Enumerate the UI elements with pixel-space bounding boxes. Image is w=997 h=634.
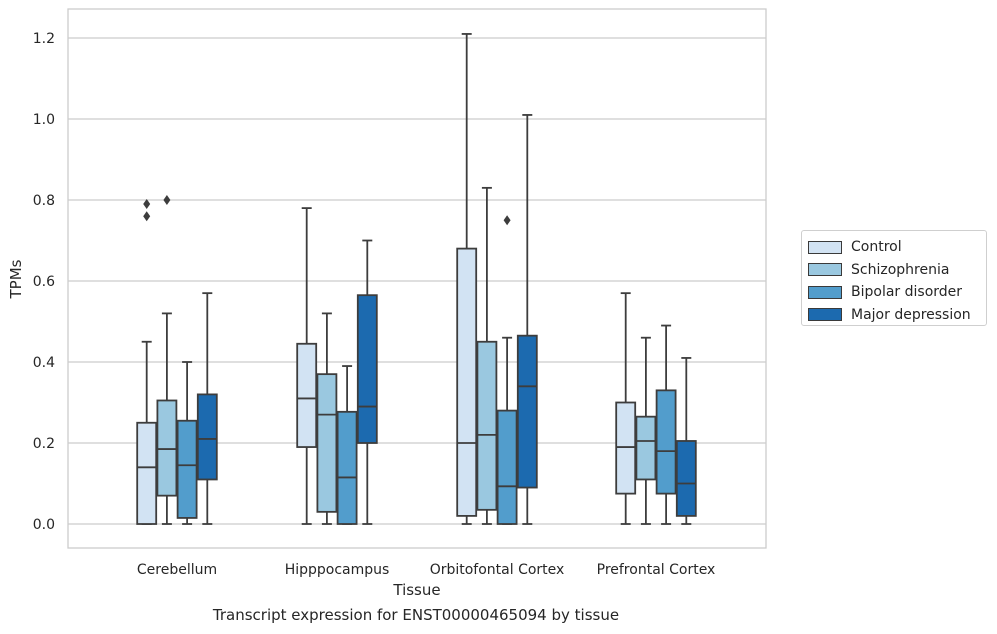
series-control [136, 33, 637, 525]
x-tick-label: Orbitofontal Cortex [430, 562, 565, 578]
box [136, 199, 158, 525]
box-iqr [296, 342, 318, 448]
box [615, 292, 637, 525]
y-tick-label: 0.0 [33, 517, 55, 533]
box-iqr [356, 294, 378, 444]
box-iqr [176, 419, 198, 519]
legend-item: Control [808, 236, 986, 259]
series-bipolar-disorder [176, 215, 677, 525]
x-tick-labels: Cerebellum Hipppocampus Orbitofontal Corte… [137, 562, 715, 578]
legend-label: Bipolar disorder [851, 284, 963, 301]
legend-swatch [808, 263, 842, 277]
box [156, 195, 178, 525]
box-iqr [675, 440, 697, 517]
box [316, 312, 338, 525]
box-iqr [156, 399, 178, 497]
box [655, 324, 677, 525]
y-tick-label: 0.8 [33, 193, 55, 209]
x-tick-label: Prefrontal Cortex [597, 562, 716, 578]
box-iqr [456, 247, 478, 517]
legend-item: Major depression [808, 304, 986, 327]
series-schizophrenia [156, 186, 657, 525]
outlier-point [143, 199, 151, 210]
chart-caption: Transcript expression for ENST0000046509… [212, 606, 620, 624]
box-iqr [336, 410, 358, 525]
y-tick-label: 0.2 [33, 436, 55, 452]
box [675, 357, 697, 525]
box-iqr [136, 421, 158, 525]
legend-swatch [808, 308, 842, 322]
box [176, 361, 198, 525]
y-tick-label: 0.6 [33, 274, 55, 290]
box [476, 186, 498, 525]
legend-swatch [808, 285, 842, 299]
y-tick-label: 1.0 [33, 112, 55, 128]
box [296, 207, 318, 525]
x-tick-label: Hipppocampus [285, 562, 390, 578]
box-series [136, 33, 697, 525]
legend-item: Schizophrenia [808, 259, 986, 282]
box-iqr [476, 340, 498, 511]
box [456, 33, 478, 525]
box-iqr [316, 373, 338, 513]
box [196, 292, 218, 525]
x-tick-label: Cerebellum [137, 562, 217, 578]
box-plot-chart: 0.0 0.2 0.4 0.6 0.8 1.0 1.2 Cerebellum Hipppoca… [7, 8, 767, 599]
legend-label: Major depression [851, 306, 971, 323]
outlier-point [503, 215, 511, 226]
x-axis-label: Tissue [392, 581, 440, 599]
legend-item: Bipolar disorder [808, 281, 986, 304]
legend: Control Schizophrenia Bipolar disorder Majo… [801, 230, 987, 326]
box-iqr [635, 415, 657, 481]
outlier-point [163, 195, 171, 205]
legend-label: Control [851, 239, 902, 256]
y-tick-label: 0.4 [33, 355, 55, 371]
box [516, 114, 538, 525]
series-major-depression [196, 114, 697, 525]
box [356, 239, 378, 525]
box [635, 336, 657, 525]
y-tick-label: 1.2 [33, 31, 55, 47]
y-axis-label: TPMs [7, 259, 25, 299]
legend-label: Schizophrenia [851, 261, 950, 278]
legend-swatch [808, 240, 842, 254]
box-iqr [496, 409, 518, 525]
plot-frame [67, 8, 767, 549]
box-iqr [655, 389, 677, 495]
y-tick-labels: 0.0 0.2 0.4 0.6 0.8 1.0 1.2 [33, 31, 55, 533]
box-iqr [516, 334, 538, 489]
box-iqr [615, 401, 637, 495]
box [496, 215, 518, 525]
box [336, 365, 358, 525]
outlier-point [143, 211, 151, 222]
box-iqr [196, 393, 218, 481]
